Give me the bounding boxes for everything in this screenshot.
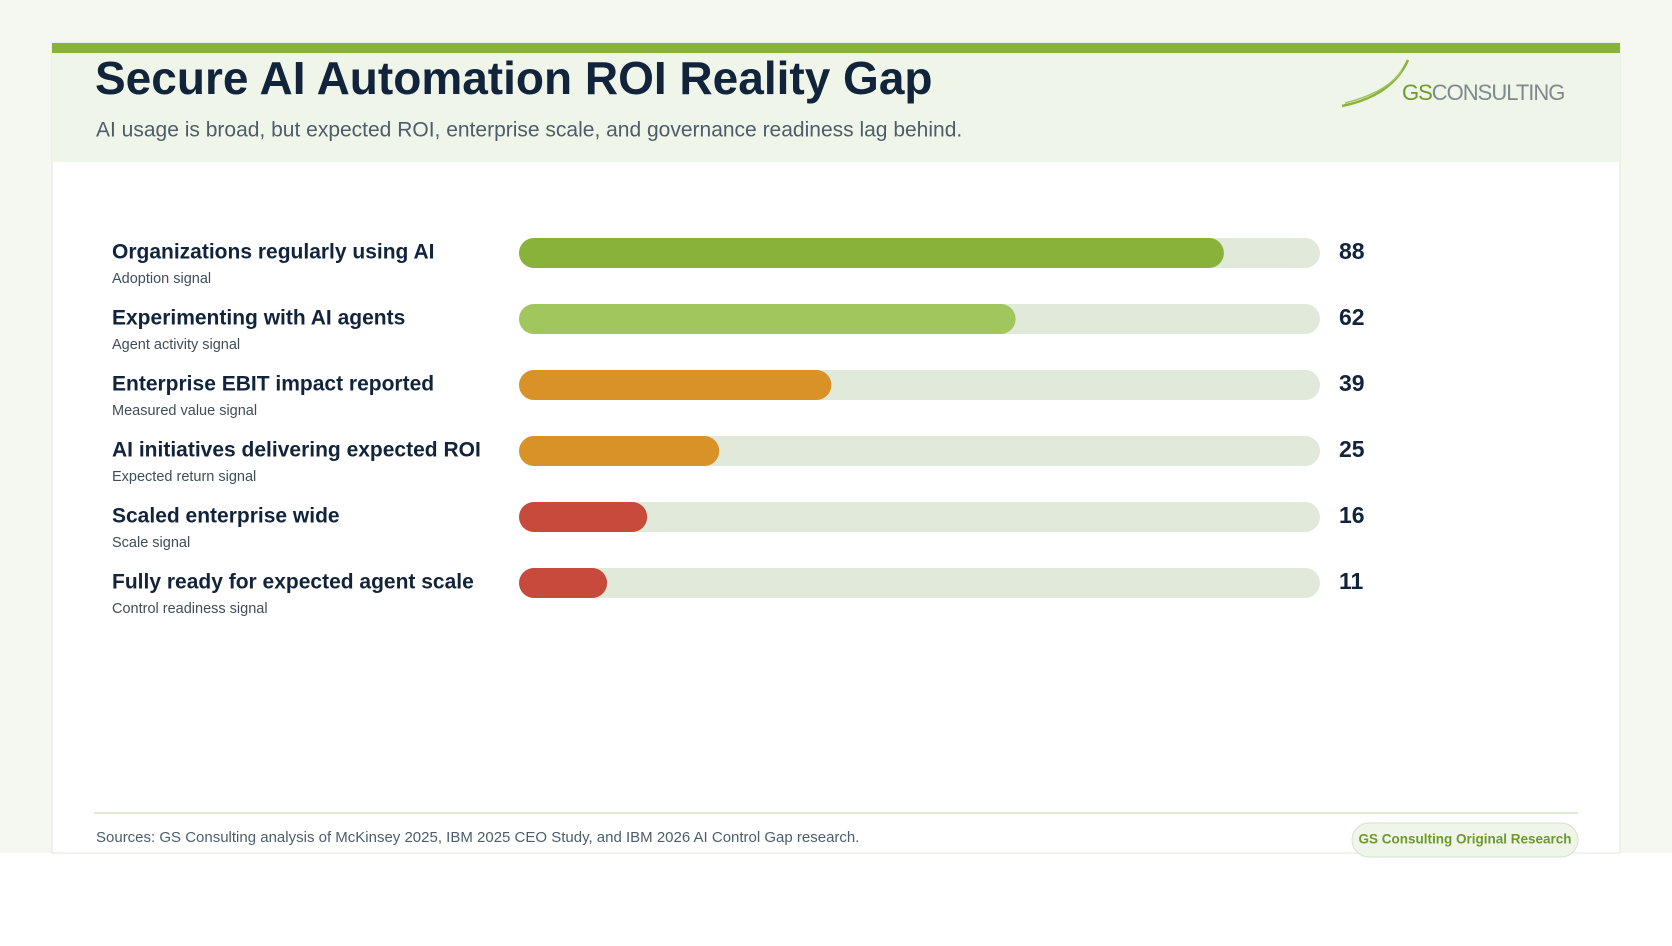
category-label: Fully ready for expected agent scale — [112, 571, 474, 594]
bar — [519, 502, 648, 532]
logo-text: GSCONSULTING — [1402, 80, 1564, 105]
bar — [519, 304, 1016, 334]
category-note: Scale signal — [112, 535, 190, 551]
category-note: Control readiness signal — [112, 601, 268, 617]
category-label: AI initiatives delivering expected ROI — [112, 439, 481, 462]
bar-chart: Organizations regularly using AI Adoption… — [112, 238, 1365, 617]
bar — [519, 238, 1224, 268]
logo-swoosh — [1344, 69, 1403, 104]
category-note: Expected return signal — [112, 469, 256, 485]
value-label: 88 — [1339, 238, 1365, 264]
category-note: Measured value signal — [112, 403, 257, 419]
bar-track — [519, 568, 1320, 598]
bar — [519, 568, 608, 598]
bar — [519, 436, 720, 466]
bar-track — [519, 436, 1320, 466]
title: Secure AI Automation ROI Reality Gap — [95, 52, 933, 104]
badge-text: GS Consulting Original Research — [1358, 832, 1571, 847]
header-band — [52, 53, 1620, 162]
category-note: Agent activity signal — [112, 337, 240, 353]
value-label: 25 — [1339, 436, 1365, 462]
category-label: Experimenting with AI agents — [112, 307, 405, 330]
badge — [1351, 822, 1579, 858]
value-label: 11 — [1339, 568, 1364, 594]
bar-track — [519, 502, 1320, 532]
sources: Sources: GS Consulting analysis of McKin… — [96, 829, 859, 846]
subtitle: AI usage is broad, but expected ROI, ent… — [96, 119, 962, 142]
top-accent — [52, 43, 1620, 53]
category-label: Enterprise EBIT impact reported — [112, 373, 434, 396]
bar — [519, 370, 832, 400]
value-label: 16 — [1339, 502, 1365, 528]
logo: GSCONSULTING — [1341, 59, 1565, 108]
logo-swoosh — [1341, 59, 1410, 108]
value-label: 39 — [1339, 370, 1365, 396]
value-label: 62 — [1339, 304, 1365, 330]
category-label: Organizations regularly using AI — [112, 241, 434, 264]
category-label: Scaled enterprise wide — [112, 505, 340, 528]
category-note: Adoption signal — [112, 271, 211, 287]
